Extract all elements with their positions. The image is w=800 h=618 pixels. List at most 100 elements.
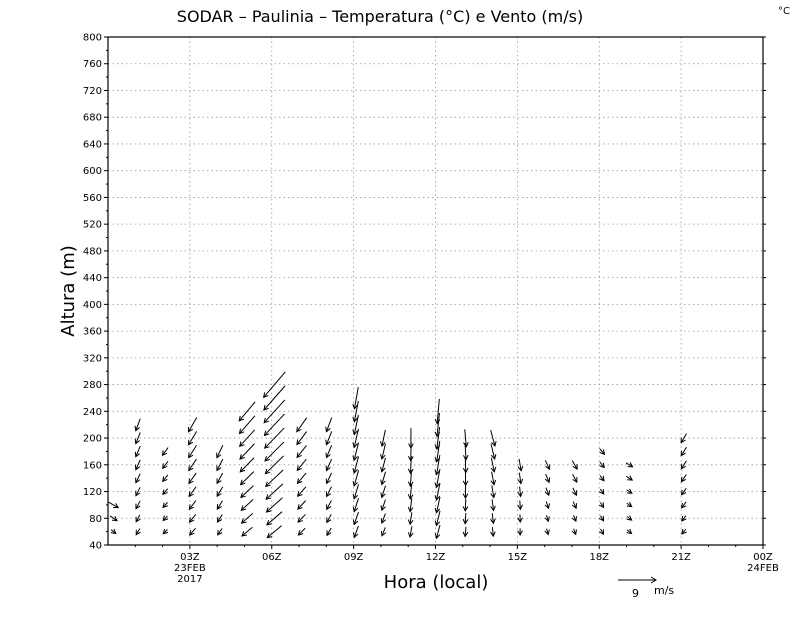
wind-arrow-head [216, 491, 222, 498]
wind-arrow-shaft [217, 514, 223, 523]
wind-arrow-head [627, 462, 634, 468]
reference-arrow-head [650, 576, 657, 584]
wind-arrow-shaft [241, 513, 254, 524]
wind-arrow-shaft [409, 526, 413, 538]
wind-arrow-head [545, 464, 551, 471]
wind-arrow-head [680, 502, 687, 509]
wind-arrow-shaft [680, 474, 687, 483]
x-tick-label: 00Z [753, 552, 773, 563]
wind-arrow-head [434, 533, 441, 540]
wind-arrow-head [216, 516, 223, 523]
wind-arrow-shaft [135, 528, 141, 536]
wind-arrow-head [681, 528, 687, 535]
wind-arrow-head [352, 519, 359, 526]
y-tick-label: 400 [83, 300, 102, 311]
wind-arrow-shaft [216, 500, 223, 510]
wind-arrow-shaft [571, 460, 578, 470]
wind-arrow-head [517, 530, 523, 537]
wind-arrow-head [380, 479, 386, 486]
wind-arrow-shaft [491, 471, 495, 485]
wind-arrow-head [627, 475, 634, 481]
wind-arrow-head [134, 438, 140, 445]
wind-arrow-shaft [189, 514, 197, 523]
wind-arrow-head [353, 532, 359, 539]
wind-arrow-shaft [381, 443, 386, 460]
wind-arrow-head [490, 453, 497, 460]
wind-profile [238, 401, 256, 537]
wind-arrow-shaft [435, 496, 441, 513]
wind-profile [544, 460, 551, 536]
wind-arrow-head [434, 444, 441, 451]
wind-profile [625, 462, 634, 535]
wind-arrow-head [263, 417, 270, 424]
wind-arrow-head [352, 493, 359, 500]
wind-arrow-shaft [325, 431, 333, 445]
wind-profile [216, 444, 224, 536]
wind-arrow-shaft [135, 500, 141, 509]
wind-arrow-head [241, 531, 247, 537]
wind-arrow-head [188, 465, 194, 472]
y-tick-label: 680 [83, 113, 102, 124]
wind-arrow-shaft [263, 399, 286, 424]
wind-arrow-head [296, 491, 303, 497]
wind-profile [571, 460, 578, 536]
y-tick-label: 480 [83, 246, 102, 257]
wind-arrow-head [325, 478, 331, 485]
x-tick-year: 2017 [177, 574, 202, 585]
wind-arrow-head [680, 437, 686, 444]
wind-arrow-shaft [681, 501, 687, 509]
wind-arrow-shaft [409, 498, 413, 512]
wind-arrow-head [462, 493, 469, 500]
wind-arrow-shaft [381, 471, 386, 485]
wind-arrow-head [490, 492, 496, 499]
wind-arrow-shaft [381, 457, 386, 472]
wind-profile [134, 418, 141, 536]
wind-arrow-shaft [573, 515, 577, 522]
y-tick-label: 360 [83, 327, 102, 338]
wind-arrow-head [135, 490, 141, 497]
wind-arrow-shaft [680, 433, 688, 443]
wind-arrow-shaft [135, 514, 141, 522]
wind-arrow-shaft [409, 484, 413, 499]
wind-arrow-shaft [545, 487, 550, 496]
wind-arrow-shaft [108, 501, 119, 509]
wind-arrow-head [264, 455, 270, 462]
wind-arrow-shaft [189, 527, 196, 536]
wind-arrow-head [462, 506, 469, 512]
wind-arrow-shaft [265, 455, 284, 475]
wind-arrow-head [352, 442, 358, 449]
wind-arrow-shaft [135, 445, 141, 457]
wind-arrow-head [408, 443, 414, 449]
wind-arrow-head [380, 530, 387, 537]
wind-profile [462, 429, 469, 538]
wind-arrow-head [544, 477, 551, 484]
wind-arrow-shaft [263, 371, 286, 398]
wind-arrow-head [517, 504, 523, 511]
y-tick-label: 160 [83, 460, 102, 471]
wind-arrow-shaft [490, 457, 495, 472]
wind-arrow-shaft [297, 514, 306, 523]
wind-arrow-shaft [326, 527, 332, 536]
wind-arrow-shaft [436, 426, 441, 450]
wind-profile [262, 371, 286, 539]
wind-arrow-shaft [381, 499, 386, 511]
wind-arrow-head [434, 456, 441, 463]
y-tick-label: 640 [83, 139, 102, 150]
wind-arrow-head [188, 478, 194, 485]
wind-arrow-head [297, 504, 303, 510]
wind-arrow-shaft [265, 483, 284, 500]
x-tick-label: 03Z [180, 552, 200, 563]
wind-arrow-shaft [353, 428, 359, 448]
wind-arrow-shaft [240, 485, 254, 498]
wind-arrow-head [434, 507, 441, 514]
wind-arrow-head [240, 518, 247, 524]
wind-arrow-shaft [545, 515, 549, 522]
y-tick-label: 200 [83, 434, 102, 445]
wind-arrow-head [490, 531, 496, 538]
wind-arrow-shaft [296, 445, 307, 458]
wind-arrow-head [380, 453, 386, 460]
wind-arrow-head [113, 503, 120, 509]
wind-arrow-shaft [162, 460, 169, 469]
wind-arrow-shaft [296, 431, 308, 445]
wind-arrow-head [490, 518, 496, 525]
